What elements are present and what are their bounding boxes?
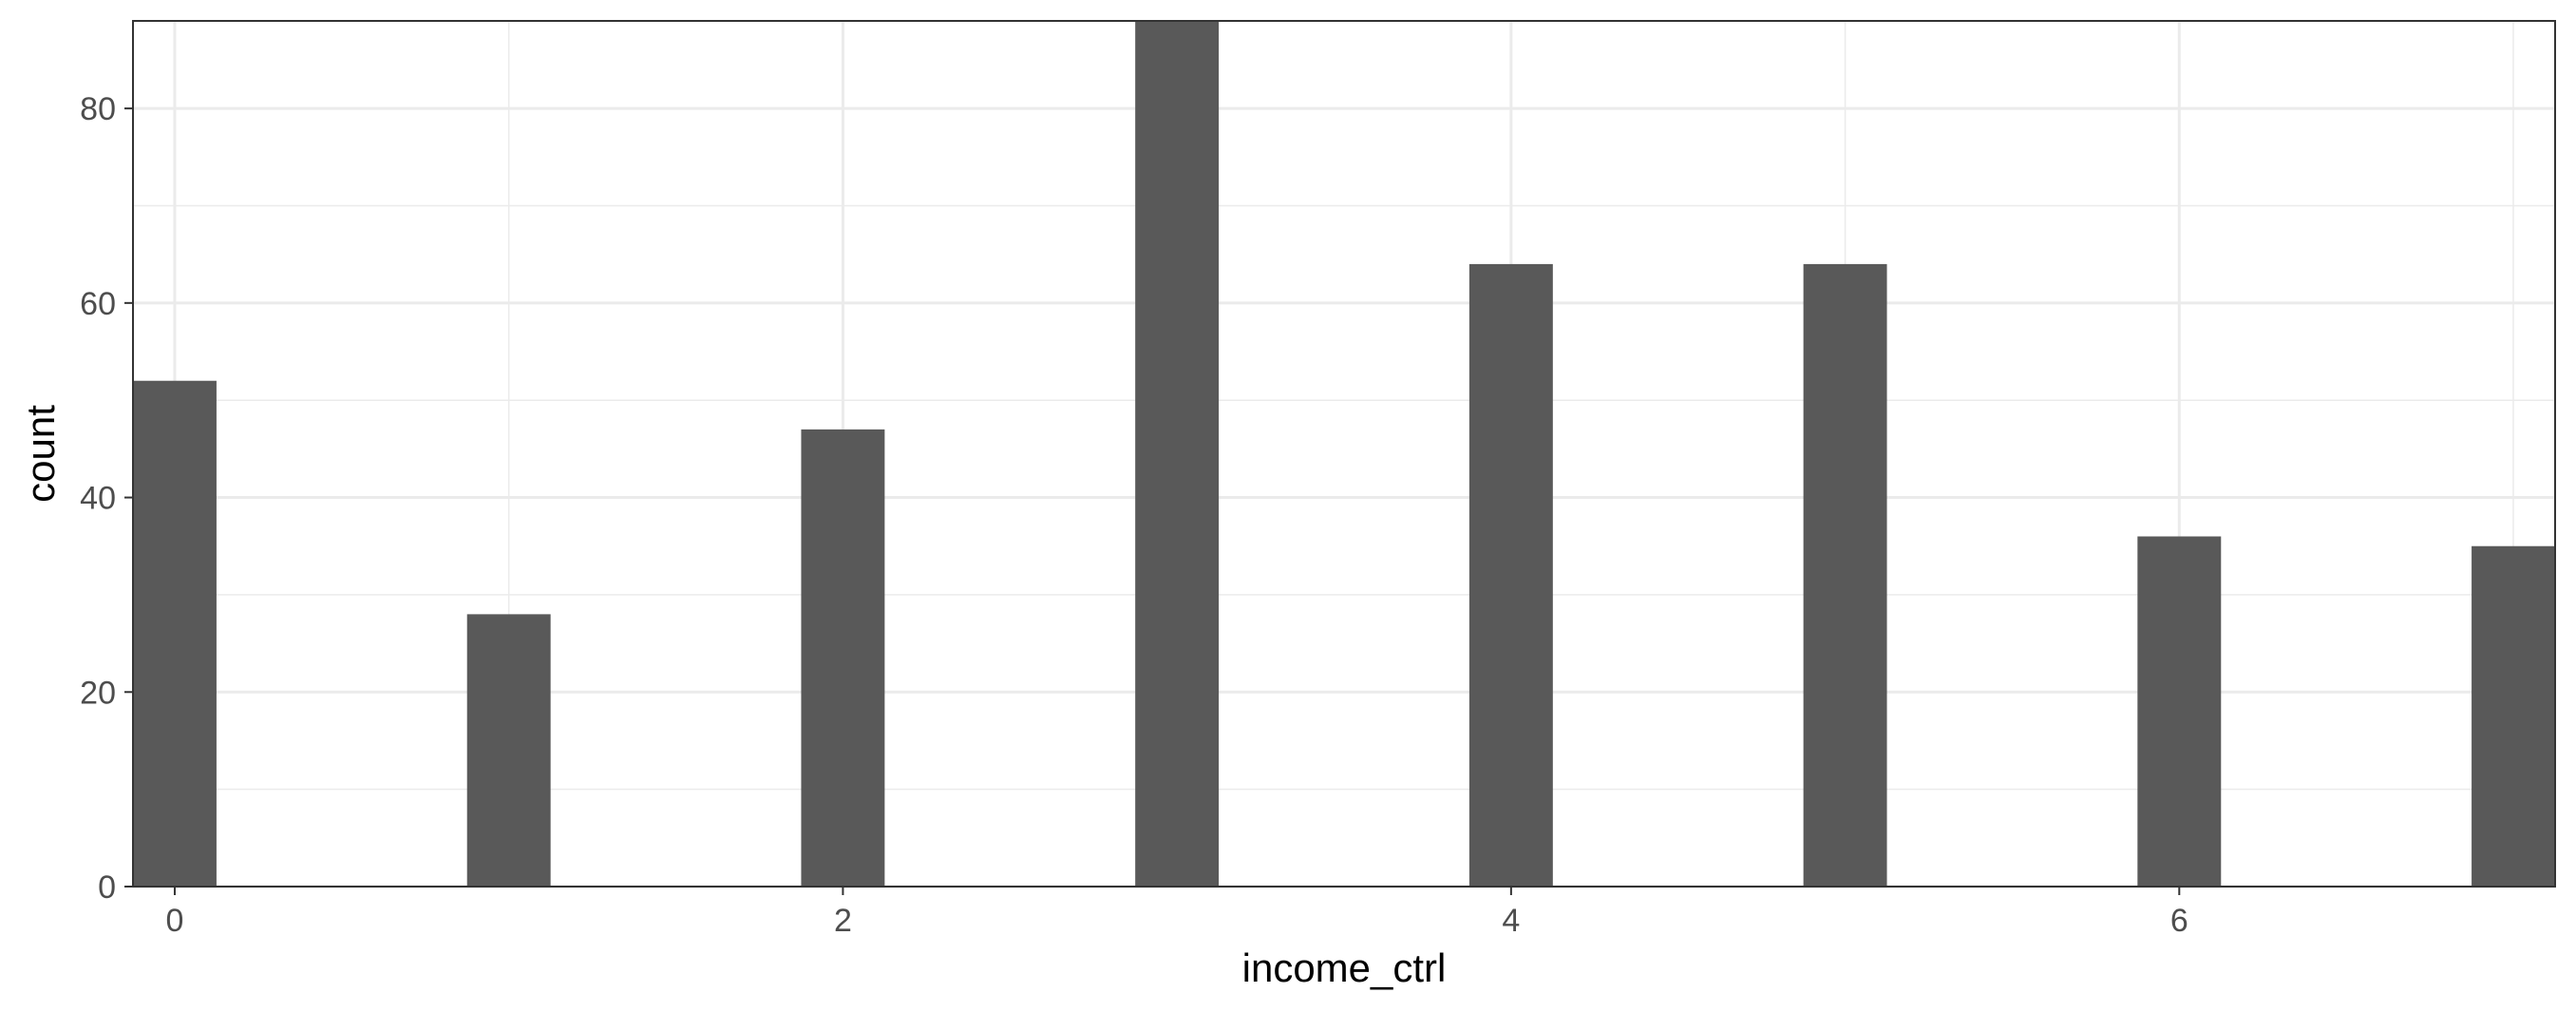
y-tick-label: 0 bbox=[98, 869, 116, 906]
bar-1 bbox=[466, 614, 551, 887]
x-tick-label: 6 bbox=[2170, 903, 2188, 939]
y-tick-label: 40 bbox=[80, 481, 116, 517]
x-tick-label: 2 bbox=[834, 903, 852, 939]
x-tick-label: 0 bbox=[166, 903, 184, 939]
bar-3 bbox=[1135, 21, 1220, 887]
bar-5 bbox=[1803, 263, 1887, 887]
y-tick-label: 20 bbox=[80, 675, 116, 711]
bar-7 bbox=[2472, 545, 2555, 887]
panel-border bbox=[132, 20, 2556, 888]
y-tick-label: 80 bbox=[80, 91, 116, 127]
bars bbox=[133, 21, 2555, 887]
bar-4 bbox=[1468, 263, 1553, 887]
y-axis-title: count bbox=[18, 405, 63, 503]
bar-0 bbox=[133, 380, 217, 887]
x-axis-title: income_ctrl bbox=[1242, 945, 1447, 990]
bar-6 bbox=[2137, 536, 2222, 887]
x-tick-label: 4 bbox=[1502, 903, 1520, 939]
y-tick-label: 60 bbox=[80, 286, 116, 322]
bar-2 bbox=[801, 429, 885, 887]
